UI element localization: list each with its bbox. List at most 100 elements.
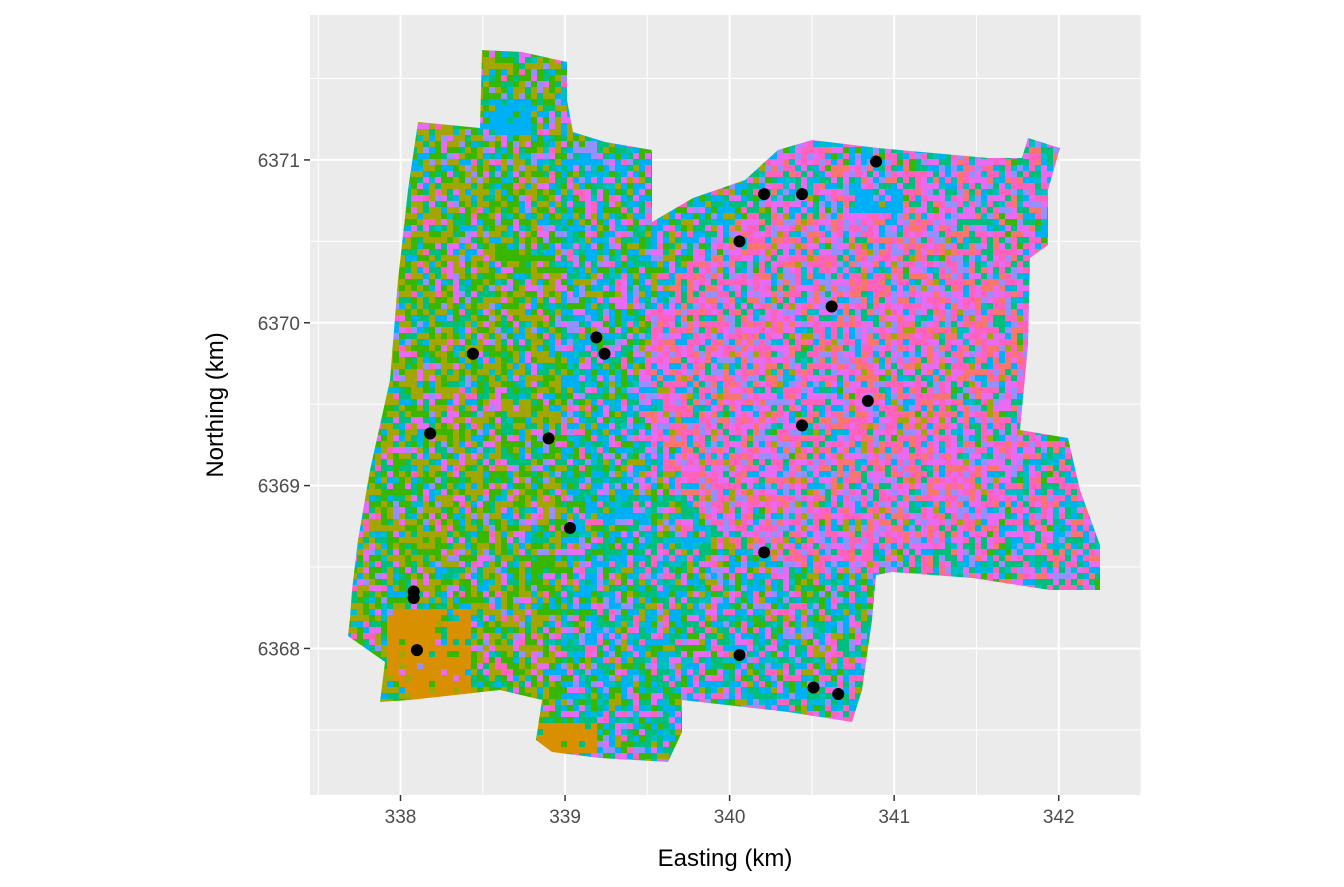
raster-cell [549,183,555,189]
raster-cell [417,165,423,171]
raster-cell [429,255,435,261]
raster-cell [1041,177,1047,183]
raster-cell [693,267,699,273]
raster-cell [819,261,825,267]
raster-cell [903,267,909,273]
raster-cell [447,165,453,171]
raster-cell [753,183,759,189]
raster-cell [873,249,879,255]
raster-cell [495,231,501,237]
raster-cell [891,165,897,171]
raster-cell [945,219,951,225]
raster-cell [867,255,873,261]
raster-cell [579,231,585,237]
raster-cell [999,159,1005,165]
raster-cell [885,189,891,195]
raster-cell [927,165,933,171]
raster-cell [921,201,927,207]
raster-cell [543,243,549,249]
raster-cell [777,231,783,237]
raster-cell [1035,231,1041,237]
raster-cell [597,177,603,183]
raster-cell [813,249,819,255]
raster-cell [621,159,627,165]
raster-cell [651,243,657,249]
raster-cell [843,243,849,249]
raster-cell [555,123,561,129]
raster-cell [417,153,423,159]
raster-cell [831,189,837,195]
raster-cell [945,261,951,267]
raster-cell [531,231,537,237]
raster-cell [495,93,501,99]
raster-cell [585,261,591,267]
raster-cell [687,207,693,213]
raster-cell [531,201,537,207]
raster-cell [669,273,675,279]
raster-cell [537,105,543,111]
raster-cell [1005,267,1011,273]
raster-cell [873,147,879,153]
raster-cell [549,267,555,273]
raster-cell [663,237,669,243]
raster-cell [891,267,897,273]
raster-cell [459,141,465,147]
raster-cell [579,273,585,279]
raster-cell [975,225,981,231]
raster-cell [819,171,825,177]
raster-cell [897,153,903,159]
raster-cell [501,141,507,147]
raster-cell [543,129,549,135]
raster-cell [879,189,885,195]
raster-cell [789,213,795,219]
raster-cell [423,237,429,243]
raster-cell [561,81,567,87]
raster-cell [489,207,495,213]
raster-cell [441,213,447,219]
raster-cell [765,219,771,225]
raster-cell [669,267,675,273]
raster-cell [573,159,579,165]
raster-cell [879,207,885,213]
raster-cell [999,201,1005,207]
raster-cell [885,255,891,261]
raster-cell [1005,219,1011,225]
raster-cell [525,69,531,75]
raster-cell [483,153,489,159]
raster-cell [591,261,597,267]
raster-cell [555,87,561,93]
raster-cell [477,129,483,135]
raster-cell [417,219,423,225]
raster-cell [741,231,747,237]
raster-cell [405,189,411,195]
raster-cell [411,171,417,177]
raster-cell [705,195,711,201]
raster-cell [873,177,879,183]
raster-cell [987,171,993,177]
raster-cell [771,195,777,201]
raster-cell [795,207,801,213]
raster-cell [855,273,861,279]
raster-cell [675,261,681,267]
raster-cell [831,159,837,165]
raster-cell [927,231,933,237]
raster-cell [975,201,981,207]
raster-cell [543,189,549,195]
raster-cell [579,165,585,171]
raster-cell [519,261,525,267]
raster-cell [663,267,669,273]
raster-cell [417,183,423,189]
raster-cell [453,141,459,147]
raster-cell [459,177,465,183]
raster-cell [507,123,513,129]
raster-cell [519,159,525,165]
raster-cell [591,207,597,213]
raster-cell [795,213,801,219]
raster-cell [459,231,465,237]
raster-cell [795,249,801,255]
raster-cell [789,207,795,213]
raster-cell [705,225,711,231]
raster-cell [471,171,477,177]
raster-cell [639,213,645,219]
raster-cell [543,111,549,117]
